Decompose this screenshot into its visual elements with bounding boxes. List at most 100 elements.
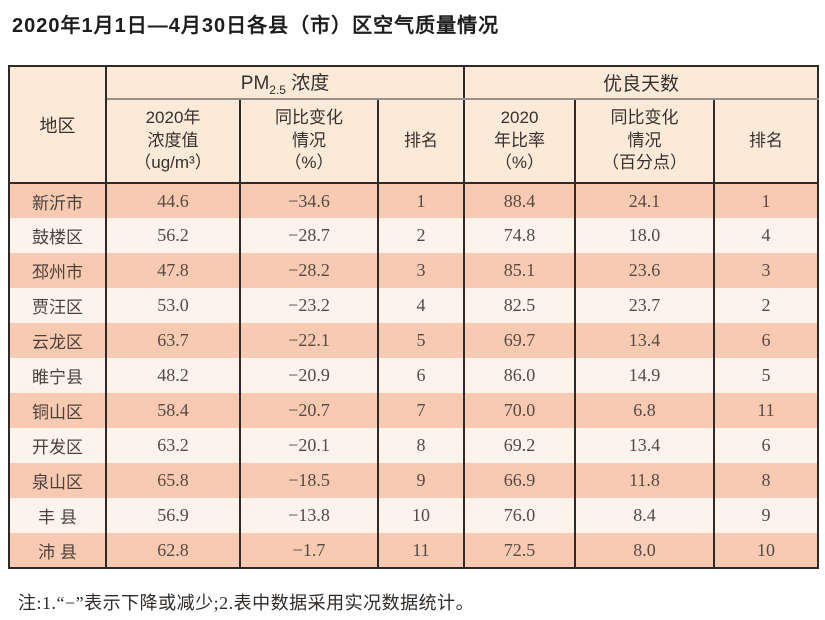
pm-rank-cell: 9 bbox=[377, 463, 465, 498]
pm25-label-suffix: 浓度 bbox=[285, 73, 330, 95]
pm-change-cell: −20.7 bbox=[239, 393, 379, 428]
pm-change-cell: −23.2 bbox=[239, 288, 379, 323]
gd-change-cell: 18.0 bbox=[574, 218, 715, 253]
pm-value-cell: 63.7 bbox=[105, 323, 241, 358]
footnote: 注:1.“−”表示下降或减少;2.表中数据采用实况数据统计。 bbox=[18, 593, 475, 613]
gd-change-cell: 11.8 bbox=[574, 463, 715, 498]
air-quality-table: 地区 PM2.5 浓度 优良天数 2020年 浓度值 （ug/m³） 同比变化 … bbox=[8, 65, 820, 569]
pm-value-cell: 44.6 bbox=[105, 183, 241, 218]
table-row: 睢宁县 48.2 −20.9 6 86.0 14.9 5 bbox=[8, 358, 820, 393]
good-days-ratio-header: 2020 年比率 （%） bbox=[463, 99, 576, 184]
gd-change-cell: 8.4 bbox=[574, 498, 715, 533]
region-cell: 开发区 bbox=[8, 428, 107, 463]
pm-value-header: 2020年 浓度值 （ug/m³） bbox=[105, 99, 241, 184]
gd-ratio-cell: 66.9 bbox=[463, 463, 576, 498]
pm-change-cell: −28.7 bbox=[239, 218, 379, 253]
pm-change-cell: −18.5 bbox=[239, 463, 379, 498]
gd-ratio-cell: 72.5 bbox=[463, 533, 576, 568]
good-days-change-header: 同比变化 情况 （百分点） bbox=[574, 99, 715, 184]
gd-rank-cell: 6 bbox=[712, 323, 820, 358]
gd-rank-cell: 10 bbox=[712, 533, 820, 568]
table-row: 新沂市 44.6 −34.6 1 88.4 24.1 1 bbox=[8, 183, 820, 218]
gd-rank-cell: 8 bbox=[712, 463, 820, 498]
region-cell: 贾汪区 bbox=[8, 288, 107, 323]
pm25-group-header: PM2.5 浓度 bbox=[105, 66, 465, 100]
gd-ratio-cell: 86.0 bbox=[463, 358, 576, 393]
gd-rank-cell: 3 bbox=[712, 253, 820, 288]
gd-ratio-cell: 69.7 bbox=[463, 323, 576, 358]
gd-rank-cell: 2 bbox=[712, 288, 820, 323]
pm-rank-cell: 7 bbox=[377, 393, 465, 428]
gd-change-cell: 24.1 bbox=[574, 183, 715, 218]
pm-value-cell: 63.2 bbox=[105, 428, 241, 463]
table-header: 地区 PM2.5 浓度 优良天数 2020年 浓度值 （ug/m³） 同比变化 … bbox=[8, 66, 820, 184]
pm-change-cell: −20.9 bbox=[239, 358, 379, 393]
pm-value-cell: 56.9 bbox=[105, 498, 241, 533]
pm-rank-cell: 3 bbox=[377, 253, 465, 288]
gd-change-cell: 23.7 bbox=[574, 288, 715, 323]
region-column-header: 地区 bbox=[8, 66, 107, 184]
good-days-group-header: 优良天数 bbox=[462, 66, 820, 100]
pm-rank-cell: 8 bbox=[377, 428, 465, 463]
gd-change-cell: 8.0 bbox=[574, 533, 715, 568]
gd-change-cell: 6.8 bbox=[574, 393, 715, 428]
pm-value-cell: 56.2 bbox=[105, 218, 241, 253]
pm-change-cell: −34.6 bbox=[239, 183, 379, 218]
pm-rank-cell: 11 bbox=[377, 533, 465, 568]
pm-change-header: 同比变化 情况 （%） bbox=[239, 99, 379, 184]
pm-change-cell: −13.8 bbox=[239, 498, 379, 533]
gd-rank-cell: 1 bbox=[712, 183, 820, 218]
gd-ratio-cell: 88.4 bbox=[463, 183, 576, 218]
sub-header-row: 2020年 浓度值 （ug/m³） 同比变化 情况 （%） 排名 2020 年比… bbox=[9, 99, 820, 184]
pm-value-cell: 53.0 bbox=[105, 288, 241, 323]
table-row: 铜山区 58.4 −20.7 7 70.0 6.8 11 bbox=[8, 393, 820, 428]
pm-rank-cell: 2 bbox=[377, 218, 465, 253]
table-row: 贾汪区 53.0 −23.2 4 82.5 23.7 2 bbox=[8, 288, 820, 323]
gd-change-cell: 13.4 bbox=[574, 428, 715, 463]
table-row: 鼓楼区 56.2 −28.7 2 74.8 18.0 4 bbox=[8, 218, 820, 253]
pm-rank-cell: 6 bbox=[377, 358, 465, 393]
pm25-label-subscript: 2.5 bbox=[269, 82, 286, 97]
region-cell: 泉山区 bbox=[8, 463, 107, 498]
pm-rank-header: 排名 bbox=[377, 99, 465, 184]
gd-change-cell: 13.4 bbox=[574, 323, 715, 358]
region-cell: 沛 县 bbox=[8, 533, 107, 568]
pm-change-cell: −22.1 bbox=[239, 323, 379, 358]
page-title: 2020年1月1日—4月30日各县（市）区空气质量情况 bbox=[12, 15, 500, 37]
region-cell: 铜山区 bbox=[8, 393, 107, 428]
gd-rank-cell: 6 bbox=[712, 428, 820, 463]
pm-rank-cell: 4 bbox=[377, 288, 465, 323]
pm-change-cell: −20.1 bbox=[239, 428, 379, 463]
gd-ratio-cell: 70.0 bbox=[463, 393, 576, 428]
table-row: 云龙区 63.7 −22.1 5 69.7 13.4 6 bbox=[8, 323, 820, 358]
table-body: 新沂市 44.6 −34.6 1 88.4 24.1 1 鼓楼区 56.2 −28.7 2 74.8 1… bbox=[8, 183, 820, 568]
table-row: 邳州市 47.8 −28.2 3 85.1 23.6 3 bbox=[8, 253, 820, 288]
gd-rank-cell: 9 bbox=[712, 498, 820, 533]
table-row: 丰 县 56.9 −13.8 10 76.0 8.4 9 bbox=[8, 498, 820, 533]
gd-rank-cell: 5 bbox=[712, 358, 820, 393]
gd-change-cell: 23.6 bbox=[574, 253, 715, 288]
pm-value-cell: 48.2 bbox=[105, 358, 241, 393]
table-row: 泉山区 65.8 −18.5 9 66.9 11.8 8 bbox=[8, 463, 820, 498]
region-cell: 睢宁县 bbox=[8, 358, 107, 393]
table-row: 开发区 63.2 −20.1 8 69.2 13.4 6 bbox=[8, 428, 820, 463]
pm-change-cell: −1.7 bbox=[239, 533, 379, 568]
pm25-label-prefix: PM bbox=[240, 73, 270, 95]
pm-rank-cell: 5 bbox=[377, 323, 465, 358]
good-days-rank-header: 排名 bbox=[712, 99, 820, 184]
region-cell: 鼓楼区 bbox=[8, 218, 107, 253]
gd-ratio-cell: 85.1 bbox=[463, 253, 576, 288]
pm-rank-cell: 1 bbox=[377, 183, 465, 218]
pm-change-cell: −28.2 bbox=[239, 253, 379, 288]
gd-ratio-cell: 69.2 bbox=[463, 428, 576, 463]
group-header-row: 地区 PM2.5 浓度 优良天数 bbox=[8, 66, 820, 184]
gd-rank-cell: 4 bbox=[712, 218, 820, 253]
region-cell: 丰 县 bbox=[8, 498, 107, 533]
gd-ratio-cell: 74.8 bbox=[463, 218, 576, 253]
pm-value-cell: 58.4 bbox=[105, 393, 241, 428]
gd-change-cell: 14.9 bbox=[574, 358, 715, 393]
gd-rank-cell: 11 bbox=[712, 393, 820, 428]
region-cell: 云龙区 bbox=[8, 323, 107, 358]
region-cell: 邳州市 bbox=[8, 253, 107, 288]
